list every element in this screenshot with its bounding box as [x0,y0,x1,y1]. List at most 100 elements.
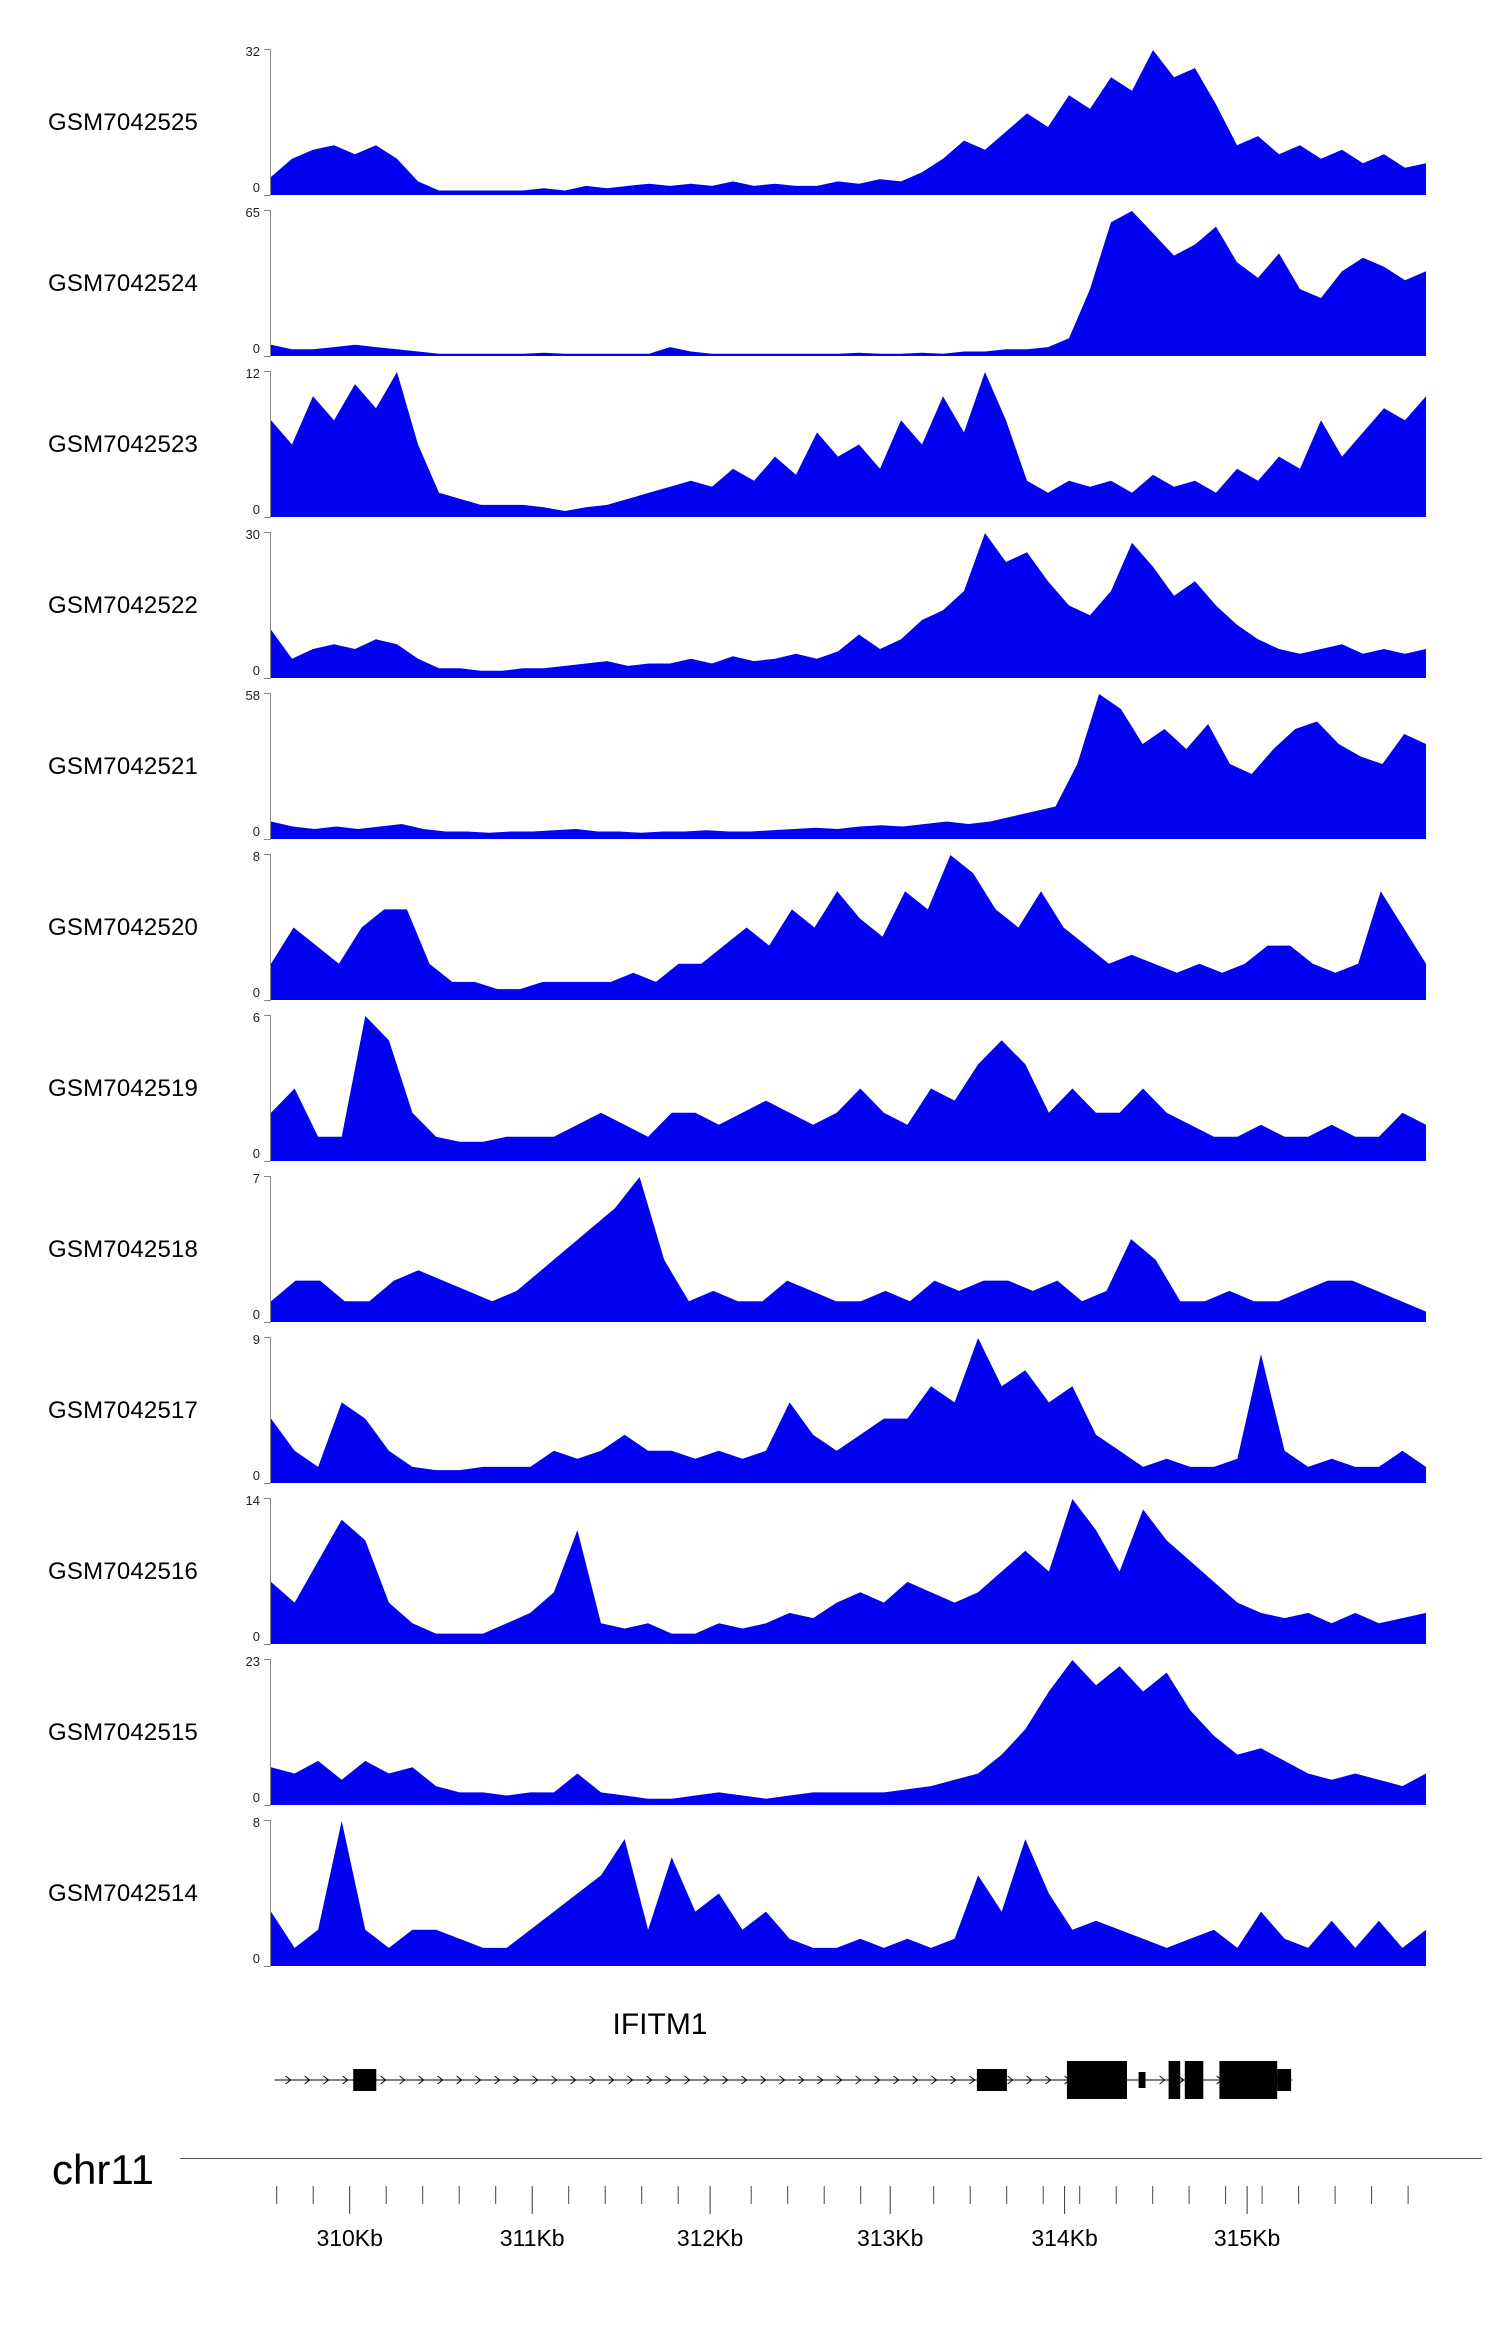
y-axis-max-label: 6 [252,1010,260,1025]
coverage-plot [264,49,1426,196]
coverage-track-GSM7042518: GSM7042518 7 0 [0,1169,1500,1330]
axis-position-label: 312Kb [677,2225,744,2251]
strand-arrow-icon [475,2075,482,2085]
track-label: GSM7042520 [48,913,199,941]
track-label: GSM7042518 [48,1235,199,1263]
coverage-plot [264,371,1426,518]
strand-arrow-icon [608,2075,615,2085]
y-axis-zero-label: 0 [252,1951,260,1966]
y-axis-zero-label: 0 [252,1629,260,1644]
strand-arrow-icon [285,2075,292,2085]
axis-position-label: 311Kb [500,2225,565,2251]
track-label: GSM7042525 [48,108,199,136]
track-label: GSM7042524 [48,269,199,297]
axis-horizontal-line [180,2158,1482,2159]
strand-arrow-icon [817,2075,824,2085]
y-axis-max-label: 14 [245,1493,260,1508]
strand-arrow-icon [912,2075,919,2085]
coverage-track-GSM7042517: GSM7042517 9 0 [0,1330,1500,1491]
coverage-plot [264,1337,1426,1484]
strand-arrow-icon [1007,2075,1014,2085]
coverage-track-GSM7042515: GSM7042515 23 0 [0,1652,1500,1813]
strand-arrow-icon [627,2075,634,2085]
coverage-track-GSM7042519: GSM7042519 6 0 [0,1008,1500,1169]
axis-position-label: 310Kb [316,2225,383,2251]
exon-block [976,2069,1007,2091]
coverage-plot [264,1498,1426,1645]
strand-arrow-icon [532,2075,539,2085]
coverage-area-svg [271,372,1426,517]
track-label: GSM7042523 [48,430,199,458]
coverage-area-shape [271,1499,1426,1644]
coverage-track-GSM7042521: GSM7042521 58 0 [0,686,1500,847]
y-axis-max-label: 23 [245,1654,260,1669]
y-axis-max-label: 32 [245,44,260,59]
genome-axis-track: chr11 310Kb 311Kb 312Kb 313Kb 314Kb 315Kb [0,2140,1500,2330]
coverage-area-shape [271,1660,1426,1805]
strand-arrow-icon [874,2075,881,2085]
strand-arrow-icon [798,2075,805,2085]
strand-arrow-icon [931,2075,938,2085]
track-label: GSM7042514 [48,1879,199,1907]
exon-block [353,2069,377,2091]
exon-block [1184,2061,1204,2099]
strand-arrow-icon [741,2075,748,2085]
strand-arrow-icon [513,2075,520,2085]
coverage-area-shape [271,855,1426,1000]
coverage-plot [264,1659,1426,1806]
y-axis-zero-label: 0 [252,180,260,195]
strand-arrow-icon [399,2075,406,2085]
strand-arrow-icon [418,2075,425,2085]
coverage-area-shape [271,372,1426,517]
strand-arrow-icon [893,2075,900,2085]
coverage-area-svg [271,1821,1426,1966]
y-axis-max-label: 30 [245,527,260,542]
y-axis-zero-label: 0 [252,1468,260,1483]
strand-arrow-icon [665,2075,672,2085]
coverage-area-svg [271,1660,1426,1805]
coverage-track-GSM7042522: GSM7042522 30 0 [0,525,1500,686]
strand-arrow-icon [1178,2075,1185,2085]
coverage-area-shape [271,211,1426,356]
coverage-track-GSM7042523: GSM7042523 12 0 [0,364,1500,525]
strand-arrow-icon [722,2075,729,2085]
coverage-area-shape [271,694,1426,839]
coverage-area-svg [271,1499,1426,1644]
coverage-track-GSM7042516: GSM7042516 14 0 [0,1491,1500,1652]
coverage-area-svg [271,1016,1426,1161]
coverage-track-GSM7042514: GSM7042514 8 0 [0,1813,1500,1974]
strand-arrow-icon [969,2075,976,2085]
y-axis-zero-label: 0 [252,663,260,678]
y-axis-max-label: 65 [245,205,260,220]
strand-arrow-icon [703,2075,710,2085]
exon-block [1066,2061,1127,2099]
y-axis-max-label: 9 [252,1332,260,1347]
coverage-area-svg [271,1338,1426,1483]
track-label: GSM7042521 [48,752,199,780]
strand-arrow-icon [646,2075,653,2085]
y-axis-zero-label: 0 [252,341,260,356]
exon-block [1277,2069,1292,2091]
gene-model-svg [274,2061,1293,2099]
coverage-tracks-panel: GSM7042525 32 0 GSM7042524 65 0 GSM7042523 12 0 G… [0,42,1500,1974]
coverage-plot [264,693,1426,840]
axis-position-label: 313Kb [857,2225,924,2251]
strand-arrow-icon [1159,2075,1166,2085]
strand-arrow-icon [779,2075,786,2085]
y-axis-max-label: 12 [245,366,260,381]
coverage-area-svg [271,855,1426,1000]
coverage-area-shape [271,1016,1426,1161]
coverage-plot [264,532,1426,679]
exon-block [1168,2061,1181,2099]
coverage-track-GSM7042520: GSM7042520 8 0 [0,847,1500,1008]
coverage-plot [264,1015,1426,1162]
strand-arrow-icon [836,2075,843,2085]
axis-position-label: 315Kb [1214,2225,1281,2251]
coverage-area-svg [271,211,1426,356]
strand-arrow-icon [589,2075,596,2085]
strand-arrow-icon [950,2075,957,2085]
coverage-area-shape [271,533,1426,678]
coverage-area-svg [271,50,1426,195]
strand-arrow-icon [437,2075,444,2085]
gene-name-label: IFITM1 [612,2008,708,2041]
